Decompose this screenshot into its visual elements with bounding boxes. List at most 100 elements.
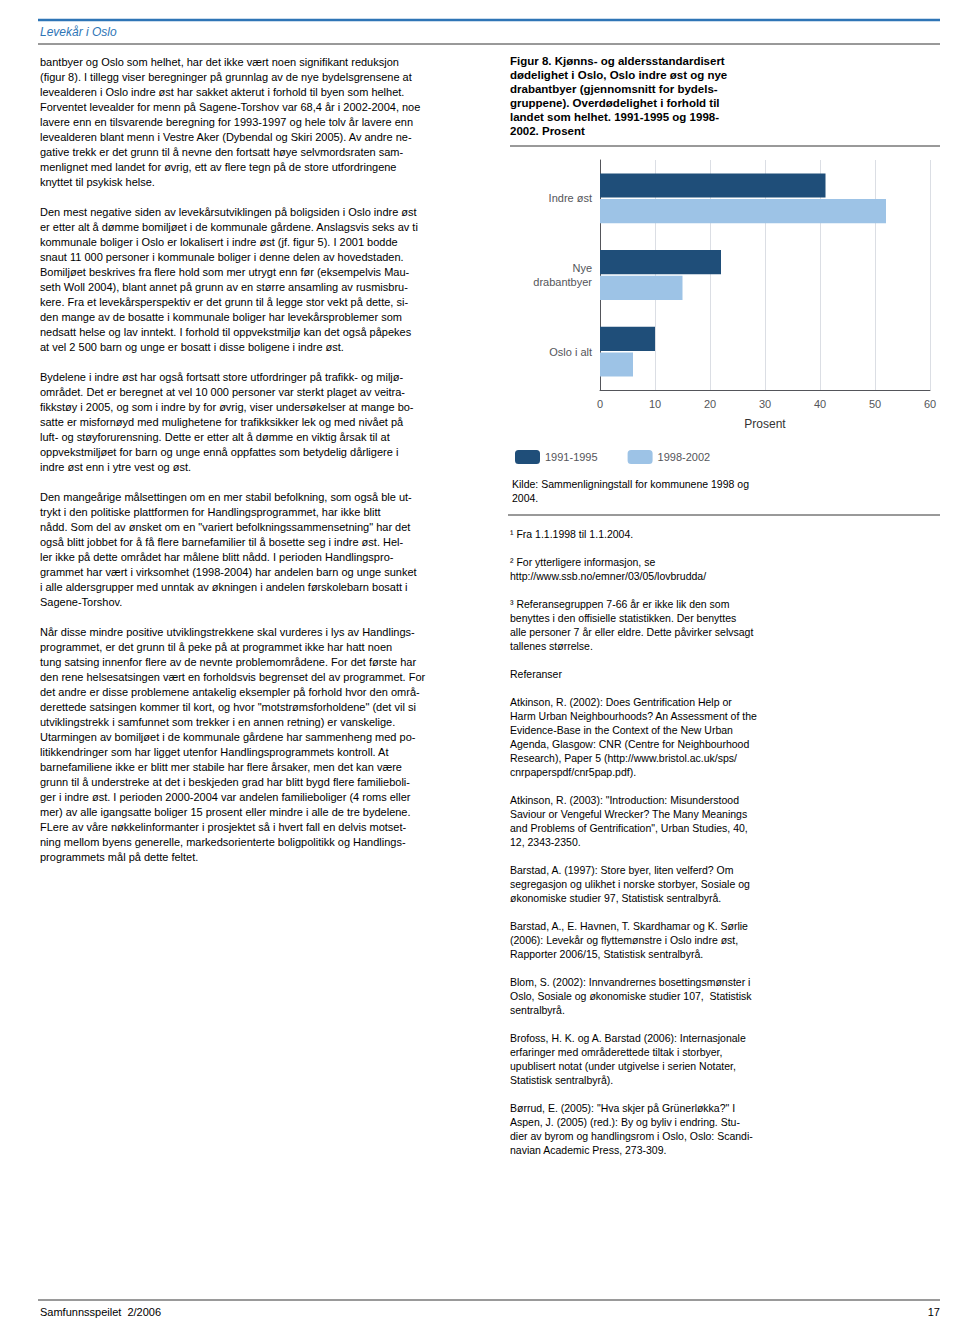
svg-text:Evidence-Base in the Context o: Evidence-Base in the Context of the New … — [510, 724, 733, 736]
svg-text:satte er misfornøyd med muligh: satte er misfornøyd med mulighetene for … — [40, 416, 404, 428]
svg-text:Nye: Nye — [572, 262, 592, 274]
svg-text:landet som helhet. 1991-1995 o: landet som helhet. 1991-1995 og 1998- — [510, 111, 719, 123]
svg-text:også blitt jobbet for å få fle: også blitt jobbet for å få flere barnefa… — [40, 536, 404, 548]
svg-text:erfaringer med områderettede t: erfaringer med områderettede tiltak i st… — [510, 1046, 722, 1058]
svg-text:Sagene-Torshov.: Sagene-Torshov. — [40, 596, 122, 608]
svg-text:Saviour or Vengeful Wrecker? T: Saviour or Vengeful Wrecker? The Many Me… — [510, 808, 747, 820]
svg-text:grunn til å understreke at det: grunn til å understreke at det i beskjed… — [40, 776, 410, 788]
svg-text:drabantbyer (gjennomsnitt for: drabantbyer (gjennomsnitt for bydels- — [510, 83, 718, 95]
svg-text:tung satsing innenfor flere av: tung satsing innenfor flere av de nevnte… — [40, 656, 416, 668]
svg-text:(figur 8). I tillegg viser ber: (figur 8). I tillegg viser beregninger p… — [40, 71, 412, 83]
svg-text:Indre øst: Indre øst — [549, 192, 592, 204]
svg-text:0: 0 — [597, 398, 603, 410]
svg-text:det andre er disse problemene: det andre er disse problemene antakelig … — [40, 686, 420, 698]
svg-text:Barstad, A., E. Havnen, T. Ska: Barstad, A., E. Havnen, T. Skardhamar og… — [510, 920, 748, 932]
svg-text:1998-2002: 1998-2002 — [658, 451, 711, 463]
svg-text:17: 17 — [928, 1306, 940, 1318]
svg-text:Oslo, Sosiale og økonomiske st: Oslo, Sosiale og økonomiske studier 107,… — [510, 990, 752, 1002]
svg-text:gruppene). Overdødelighet i fo: gruppene). Overdødelighet i forhold til — [510, 97, 720, 109]
svg-text:² For ytterligere informasjon,: ² For ytterligere informasjon, se — [510, 556, 655, 568]
svg-text:benyttes i den offisielle stat: benyttes i den offisielle statistikken. … — [510, 612, 736, 624]
svg-text:60: 60 — [924, 398, 936, 410]
svg-text:Levekår i Oslo: Levekår i Oslo — [40, 25, 117, 39]
svg-text:utviklingstrekk i samfunnet so: utviklingstrekk i samfunnet som trekker … — [40, 716, 395, 728]
svg-text:mer) av alle igangsatte bolige: mer) av alle igangsatte boliger 15 prose… — [40, 806, 411, 818]
svg-text:dødelighet i Oslo, Oslo indre: dødelighet i Oslo, Oslo indre øst og nye — [510, 69, 727, 81]
svg-text:upublisert notat (under utgive: upublisert notat (under utgivelse i seri… — [510, 1060, 736, 1072]
svg-text:nedsatt helse og lav inntekt.: nedsatt helse og lav inntekt. I forhold … — [40, 326, 412, 338]
svg-text:alle personer 7 år eller eldre: alle personer 7 år eller eldre. Dette på… — [510, 626, 753, 638]
svg-text:Børrud, E. (2005): "Hva skjer: Børrud, E. (2005): "Hva skjer på Grünerl… — [510, 1102, 735, 1114]
svg-text:snaut 11 000 personer i kommun: snaut 11 000 personer i kommunale bolige… — [40, 251, 404, 263]
svg-text:Figur 8. Kjønns- og aldersstan: Figur 8. Kjønns- og aldersstandardisert — [510, 55, 725, 67]
svg-text:Når disse mindre positive utvi: Når disse mindre positive utviklingstrek… — [40, 626, 415, 638]
svg-text:området. Det er beregnet at ve: området. Det er beregnet at vel 10 000 p… — [40, 386, 405, 398]
svg-text:den rene helsesatsingen vært e: den rene helsesatsingen vært en forholds… — [40, 671, 426, 683]
svg-text:segregasjon og ulikhet i norsk: segregasjon og ulikhet i norske storbyer… — [510, 878, 750, 890]
svg-text:fikkstøy i 2005, og som i indr: fikkstøy i 2005, og som i indre by for ø… — [40, 401, 414, 413]
svg-text:Atkinson, R. (2002): Does Gent: Atkinson, R. (2002): Does Gentrification… — [510, 696, 732, 708]
svg-text:Blom, S. (2002): Innvandrernes: Blom, S. (2002): Innvandrernes bosetting… — [510, 976, 750, 988]
svg-text:Kilde: Sammenligningstall for: Kilde: Sammenligningstall for kommunene … — [512, 478, 749, 490]
svg-text:20: 20 — [704, 398, 716, 410]
svg-text:Referanser: Referanser — [510, 668, 562, 680]
svg-text:ler ikke på dette området har: ler ikke på dette området har målene bli… — [40, 551, 394, 563]
svg-text:Harm Urban Neighbourhoods? An: Harm Urban Neighbourhoods? An Assessment… — [510, 710, 757, 722]
svg-text:(2006): Levekår og flyttemønst: (2006): Levekår og flyttemønstre i Oslo … — [510, 934, 738, 946]
svg-text:dier av byrom og handlingsrom: dier av byrom og handlingsrom i Oslo, Os… — [510, 1130, 753, 1142]
svg-text:er etter alt å dømme bomiljøet: er etter alt å dømme bomiljøet i de komm… — [40, 221, 418, 233]
svg-text:nådd. Som del av ønsket om en: nådd. Som del av ønsket om en "variert b… — [40, 521, 410, 533]
svg-text:kommunale boliger i Oslo er lo: kommunale boliger i Oslo er lokalisert i… — [40, 236, 398, 248]
svg-text:levealderen i Oslo indre øst h: levealderen i Oslo indre øst har sakket … — [40, 86, 404, 98]
svg-text:oppvekstmiljøet for barn og un: oppvekstmiljøet for barn og unge ennå op… — [40, 446, 398, 458]
svg-text:økonomiske studier 97, Statist: økonomiske studier 97, Statistisk sentra… — [510, 892, 721, 904]
svg-text:programmets mål på dette felte: programmets mål på dette feltet. — [40, 851, 198, 863]
svg-text:indre øst enn i ytre vest og ø: indre øst enn i ytre vest og øst. — [40, 461, 191, 473]
svg-text:Research), Paper 5 (http://www: Research), Paper 5 (http://www.bristol.a… — [510, 752, 737, 764]
svg-text:navian Academic Press, 273-309: navian Academic Press, 273-309. — [510, 1144, 666, 1156]
svg-text:kere. Fra et levekårsperspekti: kere. Fra et levekårsperspektiv er det g… — [40, 296, 408, 308]
svg-text:Den mangeårige målsettingen om: Den mangeårige målsettingen om en mer st… — [40, 491, 412, 503]
svg-text:³ Referansegruppen 7-66 år er: ³ Referansegruppen 7-66 år er ikke lik d… — [510, 598, 730, 610]
svg-text:seth Woll 2004), blant annet p: seth Woll 2004), blant annet på grunn av… — [40, 281, 408, 293]
svg-text:sentralbyrå.: sentralbyrå. — [510, 1004, 565, 1016]
svg-text:Rapporter 2006/15, Statistisk: Rapporter 2006/15, Statistisk sentralbyr… — [510, 948, 703, 960]
svg-text:programmet, er det grunn til å: programmet, er det grunn til å peke på a… — [40, 641, 392, 653]
svg-text:Bydelene i indre øst har også: Bydelene i indre øst har også fortsatt s… — [40, 371, 403, 383]
svg-text:Samfunnsspeilet 2/2006: Samfunnsspeilet 2/2006 — [40, 1306, 161, 1318]
svg-text:Atkinson, R. (2003): "Introduc: Atkinson, R. (2003): "Introduction: Misu… — [510, 794, 739, 806]
svg-text:tallenes størrelse.: tallenes størrelse. — [510, 640, 593, 652]
svg-text:Aspen, J. (2005) (red.): By og: Aspen, J. (2005) (red.): By og byliv i e… — [510, 1116, 740, 1128]
svg-text:gative trekk er det grunn til: gative trekk er det grunn til å nevne de… — [40, 146, 404, 158]
svg-text:ning mellom byens generelle, m: ning mellom byens generelle, markedsorie… — [40, 836, 406, 848]
svg-text:Oslo i alt: Oslo i alt — [549, 346, 592, 358]
svg-text:menlignet med landet for øvrig: menlignet med landet for øvrig, ett av f… — [40, 161, 396, 173]
svg-text:trykt i den politiske plattfor: trykt i den politiske plattformen for Ha… — [40, 506, 381, 518]
svg-text:2002. Prosent: 2002. Prosent — [510, 125, 585, 137]
svg-text:lavere enn en tilsvarende bere: lavere enn en tilsvarende beregning for … — [40, 116, 413, 128]
svg-text:Bomiljøet beskrives fra flere: Bomiljøet beskrives fra flere hold som m… — [40, 266, 410, 278]
svg-text:Barstad, A. (1997): Store byer: Barstad, A. (1997): Store byer, liten ve… — [510, 864, 734, 876]
svg-text:grammet har vært i virksomhet: grammet har vært i virksomhet (1998-2004… — [40, 566, 417, 578]
svg-text:at vel 2 500 barn og unge er b: at vel 2 500 barn og unge er bosatt i di… — [40, 341, 344, 353]
svg-text:FLere av våre nøkkelinformante: FLere av våre nøkkelinformanter i prosje… — [40, 821, 407, 833]
svg-text:2004.: 2004. — [512, 492, 538, 504]
svg-text:and Problems of Gentrification: and Problems of Gentrification", Urban S… — [510, 822, 748, 834]
svg-text:cnrpaperspdf/cnr5pap.pdf).: cnrpaperspdf/cnr5pap.pdf). — [510, 766, 636, 778]
svg-text:derettede satsingen kommer til: derettede satsingen kommer til kort, og … — [40, 701, 416, 713]
svg-text:den mange av de bosatte i komm: den mange av de bosatte i kommunale boli… — [40, 311, 402, 323]
svg-text:Den mest negative siden av lev: Den mest negative siden av levekårsutvik… — [40, 206, 417, 218]
svg-text:Statistisk sentralbyrå).: Statistisk sentralbyrå). — [510, 1074, 613, 1086]
svg-text:12, 2343-2350.: 12, 2343-2350. — [510, 836, 581, 848]
svg-text:Prosent: Prosent — [744, 417, 786, 431]
svg-text:Brofoss, H. K. og A. Barstad (: Brofoss, H. K. og A. Barstad (2006): Int… — [510, 1032, 746, 1044]
svg-text:¹ Fra 1.1.1998 til 1.1.2004.: ¹ Fra 1.1.1998 til 1.1.2004. — [510, 528, 633, 540]
svg-text:50: 50 — [869, 398, 881, 410]
svg-text:bantbyer og Oslo som helhet, h: bantbyer og Oslo som helhet, har det ikk… — [40, 56, 399, 68]
svg-text:knyttet til psykisk helse.: knyttet til psykisk helse. — [40, 176, 155, 188]
svg-text:luft- og støyforurensning. Det: luft- og støyforurensning. Dette er ette… — [40, 431, 390, 443]
svg-text:ger i indre øst. I perioden 20: ger i indre øst. I perioden 2000-2004 va… — [40, 791, 411, 803]
svg-text:1991-1995: 1991-1995 — [545, 451, 598, 463]
svg-text:http://www.ssb.no/emner/03/05/: http://www.ssb.no/emner/03/05/lovbrudda/ — [510, 570, 706, 582]
svg-text:barnefamiliene ikke er blitt m: barnefamiliene ikke er blitt mer stabile… — [40, 761, 402, 773]
